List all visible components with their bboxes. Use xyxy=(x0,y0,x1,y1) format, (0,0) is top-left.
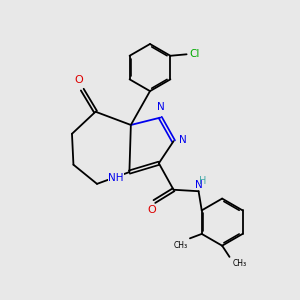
Text: CH₃: CH₃ xyxy=(173,241,188,250)
Text: N: N xyxy=(195,180,203,190)
Text: O: O xyxy=(74,75,83,85)
Text: N: N xyxy=(157,102,165,112)
Text: CH₃: CH₃ xyxy=(232,259,247,268)
Text: N: N xyxy=(179,135,187,145)
Text: NH: NH xyxy=(108,173,124,183)
Text: H: H xyxy=(199,176,207,186)
Text: O: O xyxy=(147,205,156,215)
Text: Cl: Cl xyxy=(189,49,199,59)
